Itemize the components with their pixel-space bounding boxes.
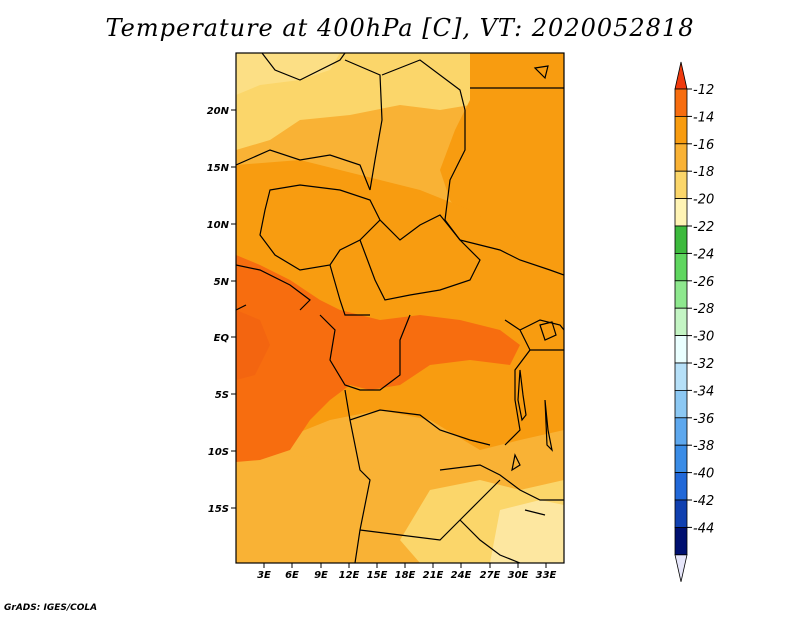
colorbar-segment: [674, 170, 688, 199]
lon-label: 6E: [285, 570, 299, 581]
colorbar-segment: [674, 280, 688, 309]
border-sahel: [236, 149, 371, 191]
border-libya-chad: [381, 59, 466, 111]
colorbar-label: -14: [693, 110, 714, 125]
border-nigeria: [259, 184, 381, 271]
lon-label: 30E: [508, 570, 529, 581]
colorbar-label: -44: [693, 521, 714, 536]
border-congo: [319, 314, 411, 391]
grads-credit: GrADS: IGES/COLA: [4, 603, 98, 613]
lat-label: 15N: [207, 163, 230, 174]
lat-labels: 20N 15N 10N 5N EQ 5S 10S 15S: [207, 106, 230, 515]
colorbar-label: -40: [693, 467, 714, 482]
colorbar-segment: [674, 444, 688, 474]
colorbar-label: -22: [693, 220, 714, 235]
colorbar-segment: [674, 527, 688, 556]
colorbar-label: -34: [693, 384, 714, 399]
border-namibia-botswana: [359, 479, 501, 541]
colorbar-label: -16: [693, 138, 714, 153]
lon-label: 24E: [451, 570, 472, 581]
colorbar-label: -28: [693, 302, 714, 317]
lat-label: 15S: [208, 504, 229, 515]
lat-label: 10N: [207, 220, 230, 231]
border-south-sudan: [459, 239, 564, 276]
colorbar-segment: [674, 143, 688, 172]
colorbar-segment: [674, 472, 688, 501]
border-south: [459, 519, 521, 563]
border-car: [359, 214, 481, 301]
lon-labels: 3E 6E 9E 12E 15E 18E 21E 24E 27E 30E 33E: [257, 570, 556, 581]
colorbar-label: -36: [693, 412, 714, 427]
lon-label: 33E: [536, 570, 557, 581]
border-niger-chad: [344, 59, 383, 191]
colorbar-label: -20: [693, 193, 714, 208]
lake-tanganyika: [517, 369, 527, 422]
lat-label: 5S: [215, 390, 229, 401]
colorbar-segment: [674, 417, 688, 446]
colorbar-label: -24: [693, 247, 714, 262]
colorbar-label: -32: [693, 357, 714, 372]
lon-label: 27E: [480, 570, 501, 581]
coastline-west: [236, 304, 247, 311]
chart-title: Temperature at 400hPa [C], VT: 202005281…: [105, 14, 695, 42]
map-frame: [235, 52, 565, 564]
field-north-pale: [236, 53, 340, 95]
coastline-gulf: [236, 264, 311, 311]
lon-label: 15E: [367, 570, 388, 581]
colorbar-top-arrow: [674, 61, 688, 90]
lat-ticks: [231, 109, 236, 509]
field-deep-orange-core: [236, 310, 270, 380]
border-north-1: [261, 53, 346, 81]
colorbar-label: -30: [693, 330, 714, 345]
lat-label: 5N: [214, 277, 230, 288]
lakes: [511, 65, 557, 516]
lake-malawi: [544, 399, 553, 452]
colorbar-label: -42: [693, 494, 714, 509]
lon-ticks: [263, 563, 547, 568]
country-borders: [236, 53, 564, 563]
lon-label: 9E: [314, 570, 328, 581]
colorbar: -12 -14 -16 -18 -20 -22 -24 -26 -28 -30 -32 -34 -36 -…: [674, 61, 714, 582]
colorbar-label: -12: [693, 83, 714, 98]
lon-label: 3E: [257, 570, 271, 581]
colorbar-segment: [674, 88, 688, 117]
colorbar-label: -26: [693, 275, 714, 290]
colorbar-segment: [674, 307, 688, 337]
field-ne-orange: [440, 53, 564, 300]
lat-label: 20N: [207, 106, 230, 117]
lake-victoria: [539, 321, 557, 341]
field-south-pale: [490, 500, 564, 563]
colorbar-segment: [674, 389, 688, 419]
lake-kariba: [524, 509, 546, 516]
lake-mweru: [511, 453, 521, 472]
lat-label: EQ: [214, 333, 230, 344]
lon-label: 21E: [423, 570, 444, 581]
colorbar-label: -38: [693, 439, 714, 454]
lat-label: 10S: [208, 447, 229, 458]
colorbar-segment: [674, 499, 688, 528]
lon-label: 12E: [339, 570, 360, 581]
colorbar-segment: [674, 198, 688, 227]
colorbar-segment: [674, 335, 688, 364]
colorbar-label: -18: [693, 165, 714, 180]
border-cameroon: [329, 264, 370, 316]
colorbar-bottom-arrow: [674, 554, 688, 582]
colorbar-segment: [674, 225, 688, 254]
border-zambia: [439, 464, 564, 501]
colorbar-segment: [674, 362, 688, 391]
temperature-field: [236, 53, 564, 563]
lon-label: 18E: [395, 570, 416, 581]
colorbar-segment: [674, 252, 688, 282]
field-deep-orange: [236, 255, 520, 462]
lake-nasser: [533, 65, 549, 80]
colorbar-segment: [674, 116, 688, 145]
border-angola-namibia: [349, 419, 371, 563]
